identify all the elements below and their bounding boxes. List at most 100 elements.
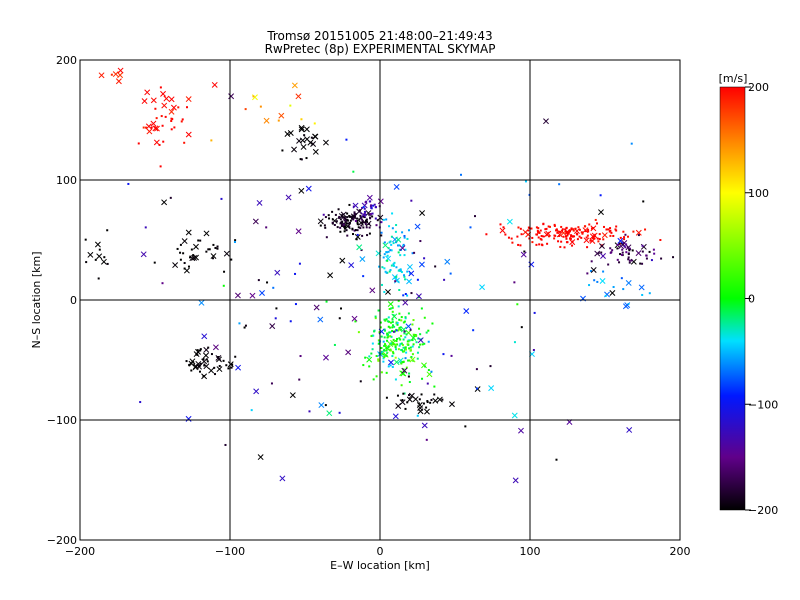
data-point-dot [475, 368, 478, 371]
data-point-dot [568, 230, 571, 233]
data-point-dot [644, 228, 647, 231]
data-point-dot [531, 241, 534, 244]
data-point-dot [343, 226, 346, 229]
data-point-dot [103, 256, 106, 259]
data-point-cross [299, 137, 306, 144]
data-point-dot [554, 234, 557, 237]
data-point-dot [173, 126, 176, 129]
data-point-dot [106, 262, 109, 265]
data-point-cross [168, 108, 175, 115]
data-point-dot [371, 348, 374, 351]
x-tick-label: 0 [377, 545, 384, 558]
data-point-dot [351, 215, 354, 218]
data-point-dot [417, 402, 420, 405]
data-point-dot [630, 259, 633, 262]
data-point-dot [422, 402, 425, 405]
data-point-dot [375, 375, 378, 378]
data-point-dot [378, 265, 381, 268]
data-point-dot [391, 310, 394, 313]
data-point-cross [512, 477, 519, 484]
data-point-dot [623, 245, 626, 248]
data-point-dot [383, 241, 386, 244]
data-point-cross [279, 475, 286, 482]
data-point-dot [616, 247, 619, 250]
data-point-dot [404, 248, 407, 251]
data-point-dot [183, 262, 186, 265]
data-point-cross [140, 251, 147, 258]
data-point-dot [397, 329, 400, 332]
data-point-dot [375, 354, 378, 357]
data-point-dot [358, 218, 361, 221]
colorbar-tick-label: 100 [748, 187, 769, 200]
data-point-dot [407, 359, 410, 362]
data-point-dot [214, 246, 217, 249]
data-point-dot [511, 241, 514, 244]
data-point-cross [291, 146, 298, 153]
data-point-dot [416, 278, 419, 281]
data-point-cross [203, 230, 210, 237]
data-point-dot [377, 358, 380, 361]
data-point-dot [400, 384, 403, 387]
data-point-dot [489, 365, 492, 368]
data-point-dot [368, 213, 371, 216]
colorbar-tick-label: −100 [748, 398, 778, 411]
data-point-dot [407, 375, 410, 378]
data-point-cross [303, 126, 310, 133]
data-point-cross [323, 354, 329, 361]
data-point-dot [340, 307, 343, 310]
data-point-dot [641, 250, 644, 253]
data-point-dot [620, 242, 623, 245]
data-point-dot [555, 458, 558, 461]
data-point-dot [648, 292, 651, 295]
data-point-cross [339, 257, 346, 264]
colorbar-label: [m/s] [719, 72, 748, 85]
data-point-dot [604, 294, 607, 297]
data-point-dot [362, 213, 365, 216]
data-point-dot [369, 216, 372, 219]
data-point-cross [201, 373, 208, 380]
data-point-dot [623, 236, 626, 239]
data-point-dot [416, 414, 419, 417]
data-point-dot [210, 353, 213, 356]
data-point-cross [223, 250, 230, 257]
data-point-dot [408, 347, 411, 350]
data-point-cross [181, 238, 188, 245]
data-point-cross [150, 97, 157, 104]
data-point-cross [412, 396, 419, 403]
data-point-dot [524, 180, 527, 183]
data-point-cross [594, 250, 601, 257]
data-point-cross [590, 267, 597, 273]
data-point-cross [399, 245, 406, 252]
data-point-dot [352, 170, 355, 173]
data-point-dot [570, 227, 573, 230]
data-point-dot [298, 378, 301, 381]
data-point-dot [527, 229, 530, 232]
data-point-cross [520, 251, 527, 258]
data-point-dot [571, 240, 574, 243]
data-point-dot [406, 294, 409, 297]
data-point-dot [220, 197, 223, 200]
data-point-dot [381, 283, 384, 286]
data-point-dot [586, 272, 589, 275]
data-point-dot [294, 303, 297, 306]
data-point-dot [383, 336, 386, 339]
data-point-dot [259, 105, 262, 108]
data-point-cross [340, 211, 347, 218]
data-point-dot [344, 219, 347, 222]
data-point-dot [615, 229, 618, 232]
data-point-dot [398, 326, 401, 329]
data-point-dot [641, 262, 644, 265]
data-point-dot [346, 219, 349, 222]
data-point-dot [404, 346, 407, 349]
data-point-dot [576, 238, 579, 241]
colorbar-tick-label: 200 [748, 81, 769, 94]
data-point-dot [323, 224, 326, 227]
data-point-dot [395, 275, 398, 278]
data-point-dot [425, 406, 428, 409]
data-point-cross [600, 253, 606, 259]
data-point-dot [391, 212, 394, 215]
data-point-dot [411, 353, 414, 356]
data-point-dot [396, 321, 399, 324]
data-point-dot [154, 107, 157, 110]
data-point-dot [250, 409, 253, 412]
